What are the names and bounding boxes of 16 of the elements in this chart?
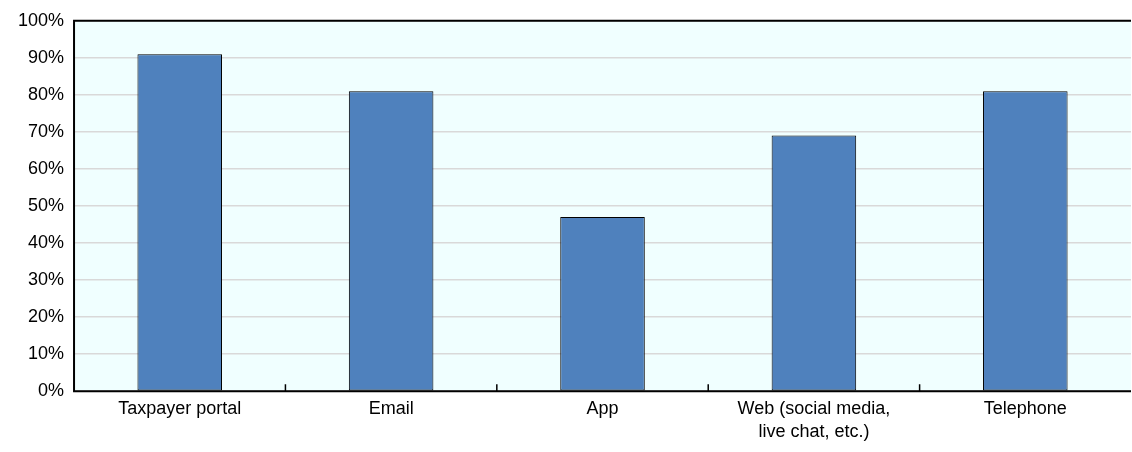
y-tick-label: 50% — [28, 194, 65, 215]
y-tick-label: 10% — [28, 343, 65, 364]
x-tick-label: Telephone — [983, 397, 1067, 418]
y-tick-label: 100% — [17, 9, 65, 30]
y-tick-label: 90% — [28, 46, 65, 67]
x-tick-label: Web (social media, live chat, etc.) — [737, 397, 891, 442]
y-tick-label: 0% — [38, 380, 65, 401]
y-tick-label: 40% — [28, 232, 65, 253]
y-tick-label: 60% — [28, 157, 65, 178]
y-tick-label: 30% — [28, 269, 65, 290]
y-tick-label: 20% — [28, 306, 65, 327]
y-tick-label: 70% — [28, 120, 65, 141]
y-tick-label: 80% — [28, 83, 65, 104]
x-tick-label: Email — [368, 397, 414, 418]
x-tick-label: App — [586, 397, 619, 418]
x-tick-label: Taxpayer portal — [118, 397, 242, 418]
